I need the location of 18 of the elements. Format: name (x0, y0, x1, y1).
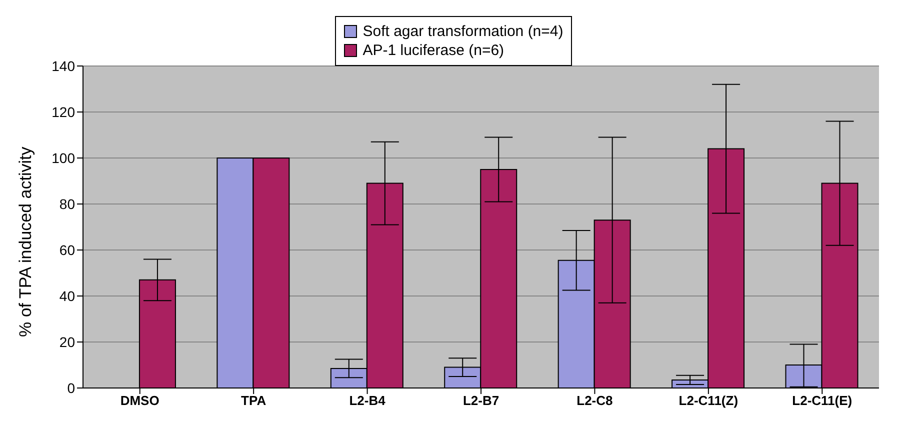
y-tick-label: 100 (52, 150, 76, 166)
legend-label: AP-1 luciferase (n=6) (362, 42, 504, 59)
y-tick-label: 140 (52, 58, 76, 74)
y-axis-title: % of TPA induced activity (16, 146, 36, 337)
x-tick-label: L2-B7 (462, 393, 500, 408)
y-tick-label: 40 (59, 288, 76, 304)
legend-label: Soft agar transformation (n=4) (362, 23, 564, 40)
y-tick-label: 0 (67, 380, 76, 396)
x-tick-label: L2-C11(E) (792, 393, 852, 408)
y-tick-label: 60 (59, 242, 76, 258)
x-tick-label: L2-C11(Z) (678, 393, 738, 408)
y-tick-label: 20 (59, 334, 76, 350)
x-tick-label: DMSO (120, 393, 160, 408)
y-tick-label: 120 (52, 104, 76, 120)
x-tick-label: L2-C8 (576, 393, 613, 408)
y-tick-label: 80 (59, 196, 76, 212)
x-tick-label: L2-B4 (349, 393, 386, 408)
x-tick-label: TPA (241, 393, 267, 408)
